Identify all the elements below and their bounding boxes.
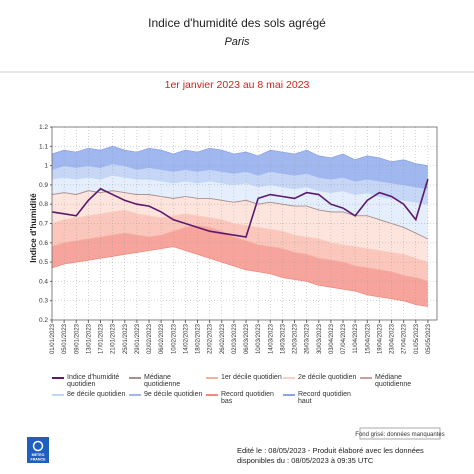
y-tick-label: 0.8 xyxy=(39,201,48,208)
legend-label: 1er décile quotidien xyxy=(221,374,282,381)
legend-item: 9e décile quotidien xyxy=(129,391,206,405)
x-tick-label: 02/03/2023 xyxy=(232,323,238,354)
x-tick-label: 05/05/2023 xyxy=(426,323,432,354)
x-tick-label: 10/03/2023 xyxy=(256,323,262,354)
legend-item: 8e décile quotidien xyxy=(52,391,129,405)
x-tick-label: 25/01/2023 xyxy=(123,323,129,354)
x-tick-label: 06/02/2023 xyxy=(159,323,165,354)
legend-swatch xyxy=(360,377,372,379)
legend-swatch xyxy=(52,377,64,379)
series-line xyxy=(51,178,429,238)
x-tick-label: 14/02/2023 xyxy=(183,323,189,354)
footer-line: disponibles du : 08/05/2023 à 09:35 UTC xyxy=(237,456,374,465)
band xyxy=(52,175,428,239)
legend-item: Médiane quotidienne xyxy=(129,374,206,388)
series-line xyxy=(51,246,428,307)
legend-label: Médiane quotidienne xyxy=(144,374,181,388)
band xyxy=(52,190,428,263)
legend-item: 1er décile quotidien xyxy=(206,374,283,388)
y-tick-label: 0.7 xyxy=(39,221,48,228)
chart-title: Indice d'humidité des sols agrégé xyxy=(148,16,326,30)
legend-label: 2e décile quotidien xyxy=(298,374,357,381)
period: 1er janvier 2023 au 8 mai 2023 xyxy=(165,79,310,91)
x-tick-label: 26/02/2023 xyxy=(220,323,226,354)
legend-label: Indice d'humidité quotidien xyxy=(67,374,120,388)
x-tick-label: 10/02/2023 xyxy=(171,323,177,354)
x-tick-label: 14/03/2023 xyxy=(268,323,274,354)
chart-subtitle: Paris xyxy=(224,36,250,48)
x-tick-label: 03/04/2023 xyxy=(329,323,335,354)
x-tick-label: 15/04/2023 xyxy=(365,323,371,354)
x-tick-label: 11/04/2023 xyxy=(353,323,359,353)
note-box xyxy=(359,427,441,440)
band xyxy=(52,209,428,282)
x-tick-label: 18/02/2023 xyxy=(196,323,202,354)
logo-text: METEO xyxy=(32,453,45,457)
y-tick-label: 0.6 xyxy=(39,240,48,247)
legend-swatch xyxy=(129,377,141,379)
logo-text: FRANCE xyxy=(31,458,47,462)
y-tick-label: 1 xyxy=(44,163,48,170)
series-line xyxy=(51,163,428,190)
x-tick-label: 23/04/2023 xyxy=(390,323,396,354)
x-tick-label: 01/01/2023 xyxy=(50,323,56,354)
missing-data-note: Fond grisé: données manquantes xyxy=(355,432,444,438)
legend-item: Indice d'humidité quotidien xyxy=(52,374,129,388)
series-line xyxy=(51,209,429,263)
x-tick-label: 18/03/2023 xyxy=(280,323,286,354)
logo-mark xyxy=(32,440,44,452)
legend-swatch xyxy=(206,377,218,379)
footer-line: Edité le : 08/05/2023 - Produit élaboré … xyxy=(237,446,424,455)
x-tick-label: 29/01/2023 xyxy=(135,323,141,354)
x-tick-label: 21/01/2023 xyxy=(111,323,117,354)
x-tick-label: 01/05/2023 xyxy=(414,323,420,354)
series-line xyxy=(51,190,429,240)
x-tick-label: 17/01/2023 xyxy=(99,323,105,354)
plot-frame xyxy=(51,126,438,321)
legend-label: Médiane quotidienne xyxy=(375,374,412,388)
series-line xyxy=(51,145,428,166)
legend-item: Record quotidien haut xyxy=(283,391,360,405)
x-tick-label: 02/02/2023 xyxy=(147,323,153,354)
legend: Indice d'humidité quotidien Médiane quoti… xyxy=(52,374,437,405)
legend-swatch xyxy=(52,394,64,396)
series-line xyxy=(51,174,428,205)
legend-label: Record quotidien haut xyxy=(298,391,351,405)
y-tick-label: 0.9 xyxy=(39,182,48,189)
y-tick-label: 0.4 xyxy=(39,278,48,285)
legend-label: 8e décile quotidien xyxy=(67,391,126,398)
series-line xyxy=(51,225,429,282)
x-tick-label: 07/04/2023 xyxy=(341,323,347,354)
legend-swatch xyxy=(129,394,141,396)
y-tick-label: 1.2 xyxy=(39,124,48,131)
legend-label: 9e décile quotidien xyxy=(144,391,203,398)
x-tick-label: 22/02/2023 xyxy=(208,323,214,354)
x-tick-label: 19/04/2023 xyxy=(377,323,383,354)
y-tick-label: 0.5 xyxy=(39,259,48,266)
band xyxy=(52,225,428,307)
y-tick-label: 0.3 xyxy=(39,298,48,305)
legend-swatch xyxy=(206,394,218,396)
x-tick-label: 30/03/2023 xyxy=(317,323,323,354)
y-axis-label: Indice d'humidité xyxy=(28,193,38,263)
legend-item: Médiane quotidienne xyxy=(360,374,437,388)
x-tick-label: 13/01/2023 xyxy=(86,323,92,354)
y-tick-label: 0.2 xyxy=(39,317,48,324)
legend-swatch xyxy=(283,394,295,396)
x-tick-label: 05/01/2023 xyxy=(62,323,68,354)
legend-item: Record quotidien bas xyxy=(206,391,283,405)
legend-label: Record quotidien bas xyxy=(221,391,274,405)
legend-swatch xyxy=(283,377,295,379)
x-tick-label: 22/03/2023 xyxy=(293,323,299,354)
x-tick-label: 27/04/2023 xyxy=(402,323,408,354)
x-tick-label: 06/03/2023 xyxy=(244,323,250,354)
x-tick-label: 26/03/2023 xyxy=(305,323,311,354)
y-tick-label: 1.1 xyxy=(39,143,48,150)
legend-item: 2e décile quotidien xyxy=(283,374,360,388)
x-tick-label: 09/01/2023 xyxy=(74,323,80,354)
